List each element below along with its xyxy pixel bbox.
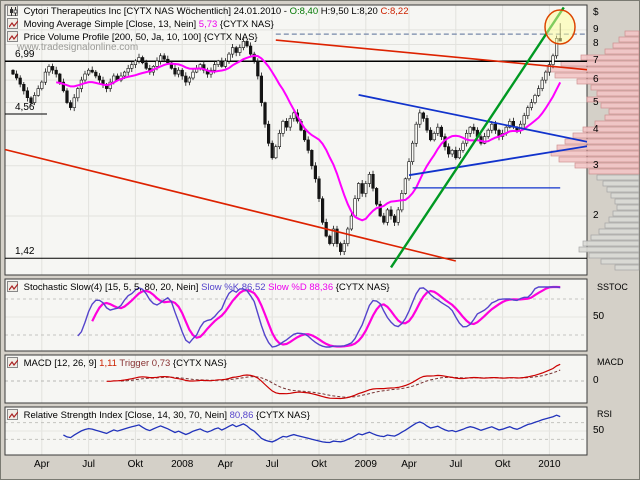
x-axis-tick: Okt — [127, 459, 144, 470]
x-axis-tick: Okt — [311, 459, 327, 470]
candlestick-chart-icon[interactable] — [7, 5, 18, 16]
stoch-suffix: {CYTX NAS} — [333, 282, 390, 293]
y-axis-tick: 5 — [593, 96, 599, 108]
macd-suffix: {CYTX NAS} — [170, 358, 227, 369]
y-axis-tick: 9 — [593, 23, 599, 35]
ma-suffix: {CYTX NAS} — [217, 19, 274, 30]
ma-value: 5,73 — [198, 19, 218, 30]
x-axis-tick: 2010 — [538, 459, 561, 470]
low-value: L:8,20 — [351, 6, 378, 17]
watermark: www.tradesignalonline.com — [17, 42, 139, 53]
stoch-d-value: Slow %D 88,36 — [265, 282, 334, 293]
x-axis-tick: Apr — [401, 459, 417, 470]
rsi-mid-tick: 50 — [593, 425, 605, 436]
rsi-suffix: {CYTX NAS} — [253, 410, 310, 421]
macd-axis-name: MACD — [597, 357, 624, 367]
x-axis-tick: 2009 — [354, 459, 377, 470]
macd-value: 1,11 — [99, 358, 117, 369]
close-value: C:8,22 — [380, 6, 409, 17]
price-level-label: 1,42 — [15, 246, 35, 258]
price-level-label: 4,56 — [15, 102, 35, 113]
macd-trigger-value: Trigger 0,73 — [116, 358, 171, 369]
x-axis-tick: Jul — [82, 459, 95, 470]
ma-label: Moving Average Simple [Close, 13, Nein] — [23, 19, 199, 30]
stoch-axis-name: SSTOC — [597, 282, 628, 292]
stoch-mid-tick: 50 — [593, 311, 605, 322]
x-axis-tick: 2008 — [171, 459, 194, 470]
y-axis-tick: 8 — [593, 38, 599, 50]
indicator-zigzag-icon[interactable] — [7, 31, 19, 42]
instrument-title: Cytori Therapeutics Inc [CYTX NAS Wöchen… — [23, 6, 282, 17]
indicator-zigzag-icon[interactable] — [7, 281, 19, 292]
stochastic-header: Stochastic Slow(4) [15, 5, 5, 80, 20, Ne… — [7, 281, 390, 294]
x-axis-tick: Apr — [34, 459, 50, 470]
macd-header: MACD [12, 26, 9] 1,11 Trigger 0,73 {CYTX… — [7, 357, 227, 370]
y-axis-tick: 4 — [593, 124, 599, 136]
y-axis-tick: 2 — [593, 209, 599, 221]
stoch-label: Stochastic Slow(4) [15, 5, 5, 80, 20, Ne… — [23, 282, 202, 293]
x-axis-tick: Jul — [449, 459, 463, 470]
y-axis-tick: 6 — [593, 74, 599, 86]
high-value: H:9,50 — [320, 6, 349, 17]
indicator-zigzag-icon[interactable] — [7, 357, 19, 368]
x-axis-tick: Jul — [265, 459, 279, 470]
indicator-zigzag-icon[interactable] — [7, 18, 19, 29]
open-value: O:8,40 — [289, 6, 319, 17]
y-axis-tick: 3 — [593, 159, 599, 171]
indicator-zigzag-icon[interactable] — [7, 409, 19, 420]
title-separator: - — [281, 6, 290, 17]
rsi-header: Relative Strength Index [Close, 14, 30, … — [7, 409, 310, 422]
macd-label: MACD [12, 26, 9] — [23, 358, 100, 369]
rsi-axis-name: RSI — [597, 409, 613, 419]
pvp-label: Price Volume Profile [200, 50, Ja, 10, 1… — [23, 32, 258, 43]
pvp-indicator-row: Price Volume Profile [200, 50, Ja, 10, 1… — [7, 31, 258, 44]
ma-indicator-row: Moving Average Simple [Close, 13, Nein] … — [7, 18, 274, 31]
price-level-label: 6,99 — [15, 49, 35, 61]
macd-mid-tick: 0 — [593, 375, 599, 386]
rsi-value: 80,86 — [229, 410, 254, 421]
stoch-k-value: Slow %K 86,52 — [201, 282, 266, 293]
rsi-label: Relative Strength Index [Close, 14, 30, … — [23, 410, 230, 421]
x-axis-tick: Apr — [217, 459, 234, 470]
y-axis-tick: 7 — [593, 54, 599, 66]
x-axis-tick: Okt — [494, 459, 511, 470]
currency-symbol: $ — [593, 7, 599, 18]
chart-title-row: Cytori Therapeutics Inc [CYTX NAS Wöchen… — [7, 5, 408, 18]
